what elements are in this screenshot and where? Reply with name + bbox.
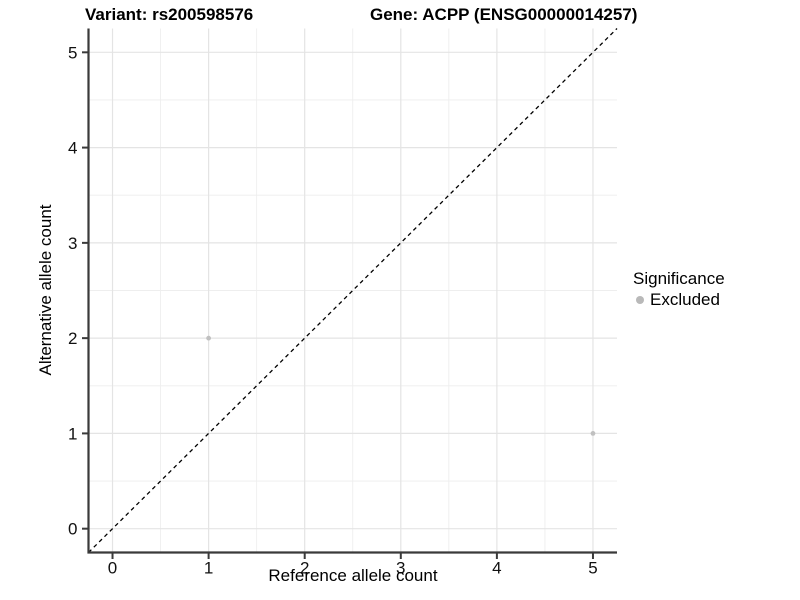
y-tick-label: 5 — [68, 43, 77, 62]
data-point — [206, 335, 212, 341]
x-tick-label: 3 — [396, 559, 405, 578]
y-tick-label: 4 — [68, 139, 77, 158]
gene-title: Gene: ACPP (ENSG00000014257) — [370, 5, 638, 24]
variant-title: Variant: rs200598576 — [85, 5, 254, 24]
excluded-point-icon — [636, 296, 644, 304]
legend: Significance Excluded — [633, 269, 725, 310]
x-axis-title: Reference allele count — [268, 566, 438, 585]
y-tick-label: 0 — [68, 520, 77, 539]
y-axis-title: Alternative allele count — [36, 204, 55, 376]
data-point — [590, 431, 596, 436]
legend-item-excluded: Excluded — [636, 290, 725, 310]
x-tick-label: 5 — [588, 559, 597, 578]
x-tick-label: 2 — [300, 559, 309, 578]
legend-title: Significance — [633, 269, 725, 288]
y-tick-label: 3 — [68, 234, 77, 253]
x-tick-label: 0 — [108, 559, 117, 578]
legend-item-label: Excluded — [650, 290, 720, 309]
x-tick-label: 4 — [492, 559, 501, 578]
y-tick-label: 2 — [68, 329, 77, 348]
axis-lines — [87, 28, 617, 554]
x-tick-label: 1 — [204, 559, 213, 578]
y-tick-label: 1 — [68, 424, 77, 443]
